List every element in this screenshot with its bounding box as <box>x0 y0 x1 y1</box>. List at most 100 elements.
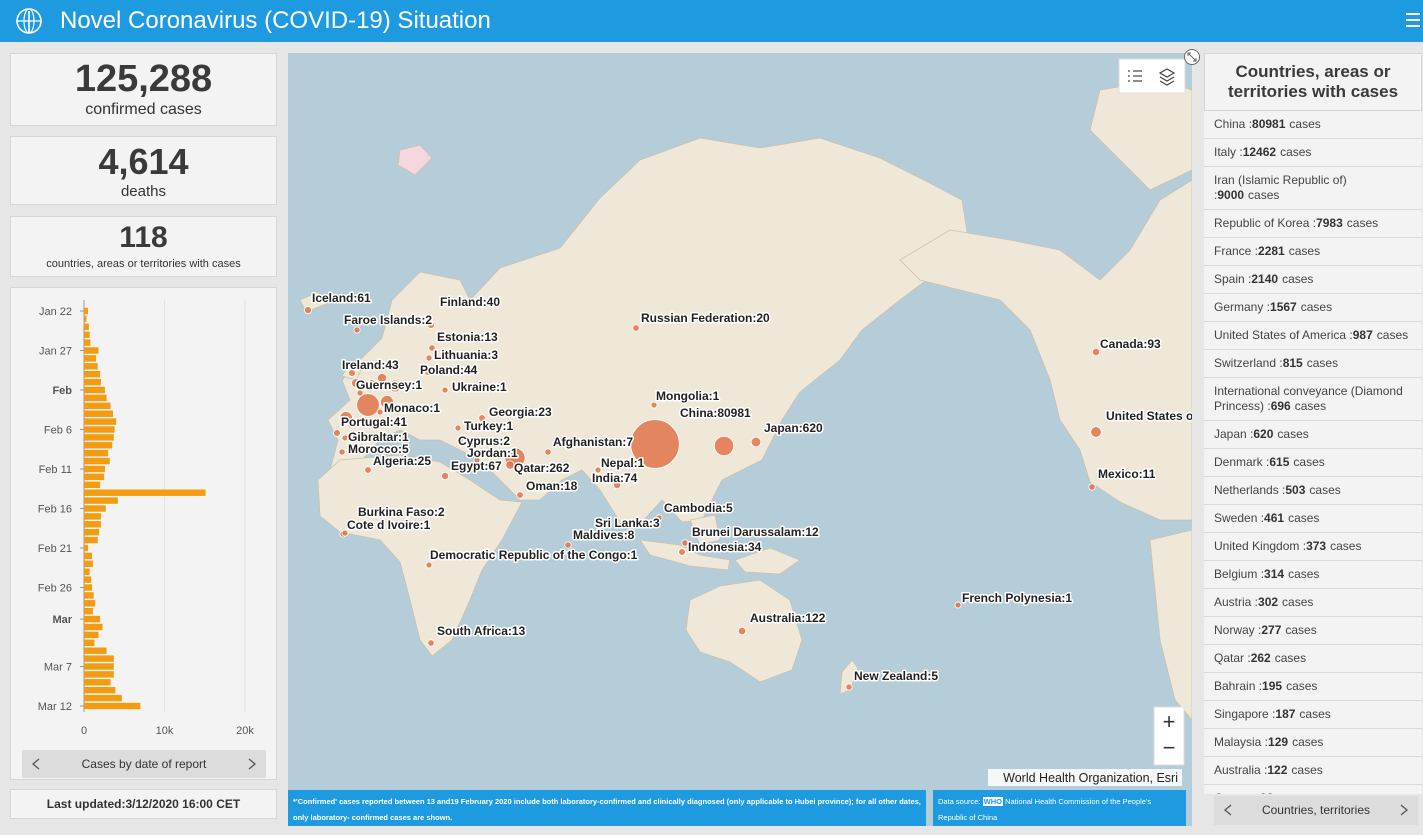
list-item[interactable]: Switzerland :815 cases <box>1204 350 1422 378</box>
list-item[interactable]: Japan :620 cases <box>1204 421 1422 449</box>
map-label: Russian Federation:20 <box>641 311 770 325</box>
case-bubble <box>427 321 435 329</box>
case-bubble <box>440 471 450 481</box>
y-tick-label: Feb <box>52 385 72 397</box>
list-item[interactable]: Belgium :314 cases <box>1204 561 1422 589</box>
bar <box>84 529 100 536</box>
map-label: French Polynesia:1 <box>962 591 1072 605</box>
prev-arrow[interactable] <box>1224 804 1232 816</box>
case-count: 262 <box>1250 651 1271 665</box>
expand-button[interactable] <box>1183 48 1201 66</box>
case-bubble <box>505 460 515 470</box>
case-bubble <box>750 436 762 448</box>
bar <box>84 639 95 646</box>
case-bubble <box>428 344 436 352</box>
country-name: United States of America : <box>1214 328 1353 342</box>
map-label: Portugal:41 <box>341 415 407 429</box>
list-header: Countries, areas or territories with cas… <box>1204 53 1422 111</box>
list-item[interactable]: International conveyance (Diamond Prince… <box>1204 378 1422 421</box>
list-item[interactable]: Austria :302 cases <box>1204 589 1422 617</box>
case-bubble <box>564 541 572 549</box>
case-unit: cases <box>1346 216 1379 230</box>
list-item[interactable]: Iran (Islamic Republic of) :9000 cases <box>1204 167 1422 210</box>
bar <box>84 371 101 378</box>
list-item[interactable]: United Kingdom :373 cases <box>1204 533 1422 561</box>
bar <box>84 608 93 615</box>
country-name: Bahrain : <box>1214 679 1263 693</box>
chart-switcher[interactable]: Cases by date of report <box>22 750 266 778</box>
case-count: 615 <box>1269 455 1290 469</box>
list-item[interactable]: Spain :2140 cases <box>1204 266 1422 294</box>
layers-button[interactable] <box>1158 68 1176 86</box>
case-bubble <box>425 561 433 569</box>
case-bubble <box>376 372 388 384</box>
list-item[interactable]: Norway :277 cases <box>1204 617 1422 645</box>
list-item[interactable]: France :2281 cases <box>1204 238 1422 266</box>
case-bubble <box>333 429 341 437</box>
case-bubble <box>618 521 626 529</box>
list-item[interactable]: China :80981 cases <box>1204 111 1422 139</box>
bar <box>84 584 93 591</box>
map-label: Ireland:43 <box>342 358 399 372</box>
bar <box>84 592 94 599</box>
list-item[interactable]: Sweden :461 cases <box>1204 505 1422 533</box>
bar <box>84 355 97 362</box>
prev-arrow[interactable] <box>32 758 40 770</box>
list-switcher[interactable]: Countries, territories <box>1214 796 1418 825</box>
country-name: Italy : <box>1214 145 1243 159</box>
case-unit: cases <box>1289 117 1321 131</box>
bar <box>84 457 110 465</box>
map-label: Mexico:11 <box>1098 467 1156 481</box>
case-unit: cases <box>1376 328 1409 342</box>
x-tick-label: 0 <box>81 725 87 737</box>
case-unit: cases <box>1280 145 1312 159</box>
confirmed-card: 125,288 confirmed cases <box>10 53 277 126</box>
list-item[interactable]: Qatar :262 cases <box>1204 645 1422 673</box>
last-updated-text: Last updated:3/12/2020 16:00 CET <box>46 797 241 811</box>
bar <box>84 315 87 323</box>
y-tick-label: Feb 26 <box>38 583 72 595</box>
zoom-out[interactable]: − <box>1163 735 1176 760</box>
bar <box>84 600 96 607</box>
map-label: Japan:620 <box>764 421 823 435</box>
list-item[interactable]: Bahrain :195 cases <box>1204 673 1422 701</box>
zoom-in[interactable]: + <box>1163 709 1176 734</box>
bar <box>84 410 113 417</box>
source-who: WHO <box>982 797 1003 806</box>
list-item[interactable]: Denmark :615 cases <box>1204 449 1422 477</box>
list-item[interactable]: Germany :1567 cases <box>1204 294 1422 322</box>
case-bubble <box>454 424 462 432</box>
list-item[interactable]: Greece :98 cases <box>1204 785 1422 794</box>
bar <box>84 576 92 583</box>
list-item[interactable]: United States of America :987 cases <box>1204 322 1422 350</box>
list-item[interactable]: Malaysia :129 cases <box>1204 729 1422 757</box>
country-name: Singapore : <box>1214 707 1276 721</box>
list-item[interactable]: Netherlands :503 cases <box>1204 477 1422 505</box>
bar <box>84 552 93 560</box>
case-unit: cases <box>1274 651 1307 665</box>
list-item[interactable]: Australia :122 cases <box>1204 757 1422 785</box>
map-label: India:74 <box>592 471 638 485</box>
next-arrow[interactable] <box>1400 804 1408 816</box>
bar <box>84 687 116 694</box>
bar <box>84 497 118 504</box>
list-item[interactable]: Singapore :187 cases <box>1204 701 1422 729</box>
legend-button[interactable] <box>1128 70 1142 82</box>
menu-button[interactable] <box>1406 12 1420 30</box>
map[interactable]: Iceland:61 Faroe Islands:2 Finland:40 Eston… <box>288 53 1192 826</box>
list-item[interactable]: Republic of Korea :7983 cases <box>1204 210 1422 238</box>
country-name: Norway : <box>1214 623 1262 637</box>
case-count: 12462 <box>1242 145 1277 159</box>
bar <box>84 331 90 338</box>
zoom-controls: + − <box>1153 706 1185 766</box>
next-arrow[interactable] <box>248 758 256 770</box>
source-prefix: Data source: <box>938 797 981 806</box>
bar <box>84 513 101 520</box>
country-name: Belgium : <box>1214 567 1265 581</box>
case-unit: cases <box>1306 356 1339 370</box>
case-bubble <box>737 626 747 636</box>
map-label: Democratic Republic of the Congo:1 <box>430 548 638 562</box>
country-name: Switzerland : <box>1214 356 1283 370</box>
list-item[interactable]: Italy :12462 cases <box>1204 139 1422 167</box>
bar <box>84 465 105 473</box>
